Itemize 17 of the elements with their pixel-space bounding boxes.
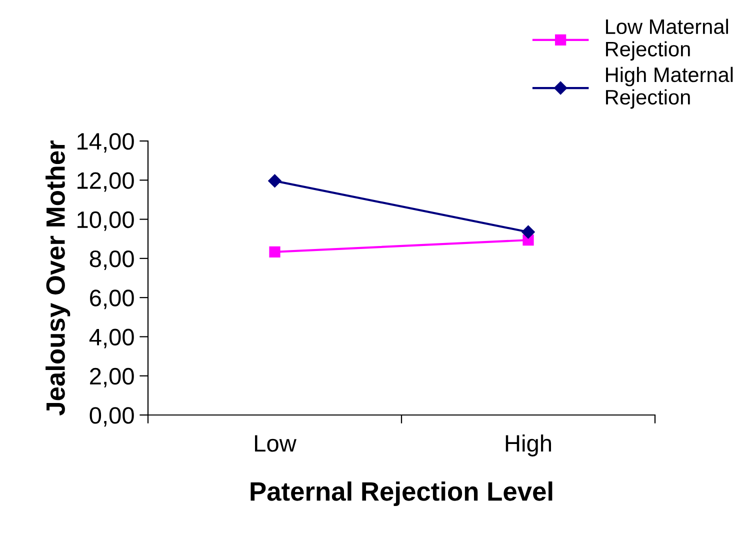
point [522,225,535,239]
y-tick-label: 6,00 [90,290,134,310]
x-tick-label: High [506,434,551,456]
point [269,246,280,258]
y-tick-label: 14,00 [78,133,134,153]
point [268,174,282,188]
x-axis-title: Paternal Rejection Level [250,481,552,506]
y-axis-title: Jealousy Over Mother [46,140,70,416]
y-tick-label: 4,00 [89,328,134,348]
y-tick-label: 10,00 [78,211,134,231]
y-tick-label: 12,00 [78,172,134,192]
y-tick-label: 2,00 [90,368,134,388]
x-tick-label: Low [255,435,296,452]
legend-label: Low Maternal Rejection [606,18,728,61]
y-tick-label: 0,00 [90,407,134,427]
legend-label: High Maternal Rejection [606,66,733,109]
y-tick-label: 8,00 [90,250,134,270]
